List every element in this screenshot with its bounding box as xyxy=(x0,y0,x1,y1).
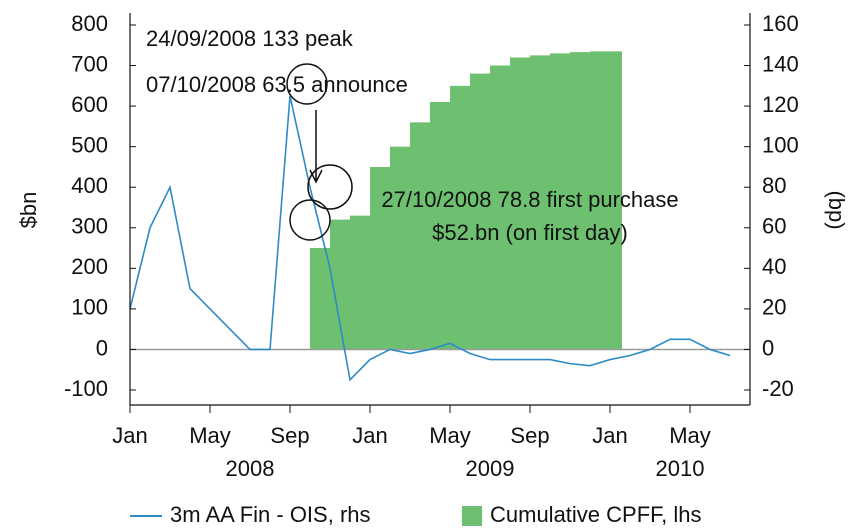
x-tick-label: Sep xyxy=(510,423,549,448)
annotation: 24/09/2008 133 peak xyxy=(146,26,354,51)
y-tick-label: 0 xyxy=(96,335,108,360)
y-tick-label: 500 xyxy=(71,132,108,157)
y2-tick-label: -20 xyxy=(762,376,794,401)
x-tick-label: Jan xyxy=(592,423,627,448)
x-tick-label: Jan xyxy=(112,423,147,448)
y-axis-label: $bn xyxy=(16,192,41,229)
y2-tick-label: 160 xyxy=(762,11,799,36)
annotation: 07/10/2008 63.5 announce xyxy=(146,72,408,97)
annotation-circle xyxy=(289,199,331,241)
y-tick-label: 600 xyxy=(71,92,108,117)
year-label: 2008 xyxy=(226,456,275,481)
annotation-circle xyxy=(307,164,353,210)
y-tick-label: 100 xyxy=(71,295,108,320)
annotation-circles xyxy=(286,63,353,241)
legend-swatch xyxy=(462,506,482,526)
year-label: 2010 xyxy=(656,456,705,481)
cpff-area xyxy=(310,51,622,350)
y-tick-label: 200 xyxy=(71,254,108,279)
x-tick-label: May xyxy=(429,423,471,448)
annotation-circle xyxy=(286,63,328,105)
annotation: $52.bn (on first day) xyxy=(432,220,628,245)
x-tick-label: Sep xyxy=(270,423,309,448)
y-tick-label: 400 xyxy=(71,173,108,198)
y2-tick-label: 80 xyxy=(762,173,786,198)
x-tick-label: Jan xyxy=(352,423,387,448)
y2-tick-label: 140 xyxy=(762,51,799,76)
y2-tick-label: 0 xyxy=(762,335,774,360)
y-tick-label: -100 xyxy=(64,376,108,401)
spread-line xyxy=(129,95,731,382)
y2-axis-label: (bp) xyxy=(824,190,849,229)
y-tick-label: 700 xyxy=(71,51,108,76)
y-tick-label: 300 xyxy=(71,214,108,239)
annotation: 27/10/2008 78.8 first purchase xyxy=(381,187,678,212)
legend-label: Cumulative CPFF, lhs xyxy=(490,502,702,527)
legend-label: 3m AA Fin - OIS, rhs xyxy=(170,502,371,527)
y2-tick-label: 100 xyxy=(762,132,799,157)
annotation-arrow xyxy=(309,110,323,184)
y2-tick-label: 40 xyxy=(762,254,786,279)
year-label: 2009 xyxy=(466,456,515,481)
x-tick-label: May xyxy=(669,423,711,448)
y2-tick-label: 120 xyxy=(762,92,799,117)
x-tick-label: May xyxy=(189,423,231,448)
y2-tick-label: 20 xyxy=(762,295,786,320)
y-tick-label: 800 xyxy=(71,11,108,36)
y2-tick-label: 60 xyxy=(762,214,786,239)
